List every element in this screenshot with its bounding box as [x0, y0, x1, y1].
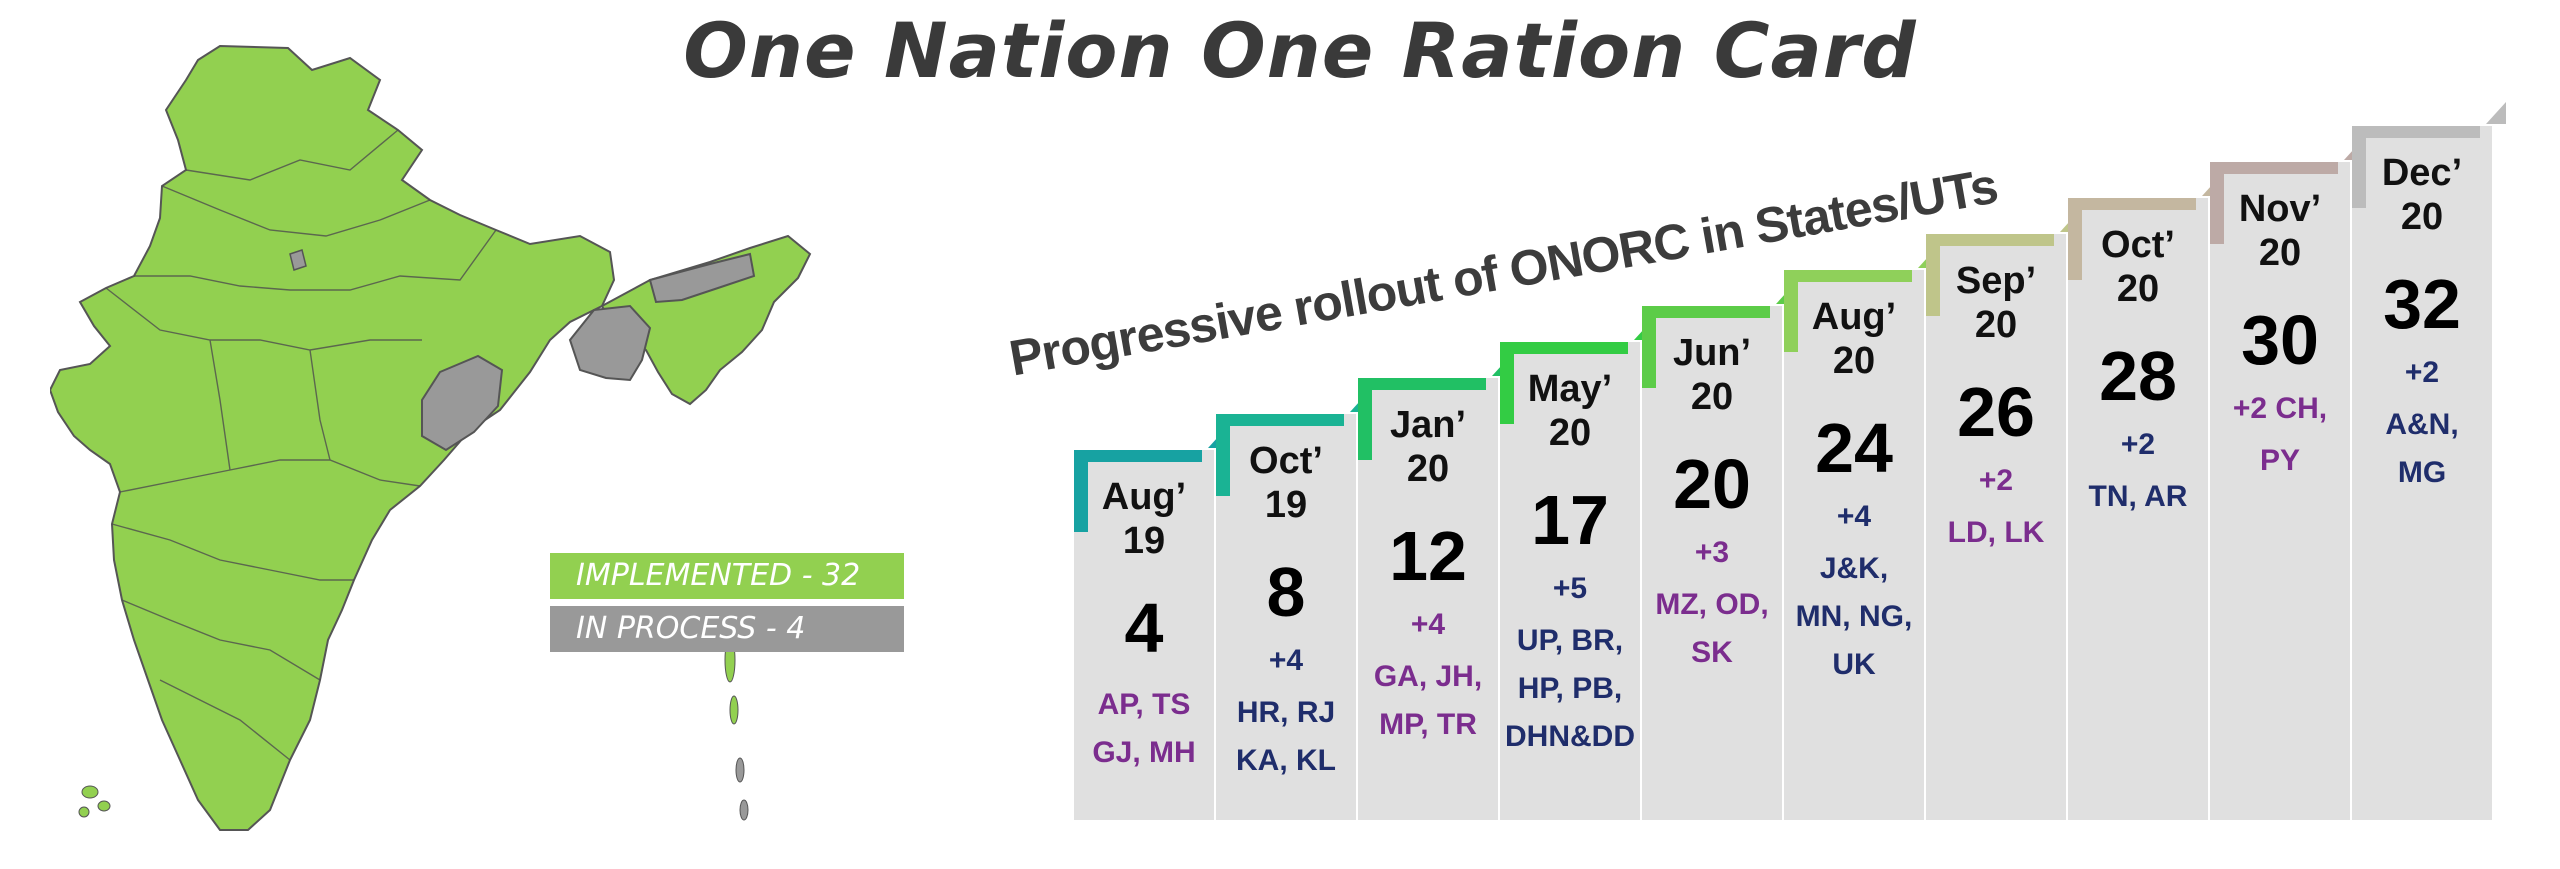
map-northeast	[600, 234, 812, 406]
timeline-column: Jun’ 20 20 +3 MZ, OD, SK	[1642, 282, 1796, 820]
column-added: +4	[1410, 608, 1446, 641]
column-year: 20	[1690, 376, 1734, 418]
column-month: Jan’	[1389, 404, 1467, 446]
column-states: J&K,	[1819, 552, 1889, 585]
column-states: HP, PB,	[1517, 672, 1623, 705]
map-region-in-process-north	[289, 249, 307, 271]
column-month: Jun’	[1672, 332, 1752, 374]
column-added: +2	[2120, 428, 2156, 461]
column-background	[1358, 378, 1498, 820]
column-month: Aug’	[1811, 296, 1897, 338]
timeline-column: Jan’ 20 12 +4 GA, JH, MP, TR	[1358, 354, 1512, 820]
map-mainland	[50, 44, 616, 831]
column-states: A&N,	[2385, 408, 2459, 441]
column-year: 20	[2400, 196, 2444, 238]
column-year: 20	[1406, 448, 1450, 490]
page-title: One Nation One Ration Card	[683, 6, 1917, 95]
map-region-in-process-central	[421, 354, 504, 452]
column-count: 26	[1957, 373, 2035, 451]
column-background	[1500, 342, 1640, 820]
map-region-in-process-northeast	[648, 252, 756, 304]
column-month: Aug’	[1101, 476, 1187, 518]
column-states: MZ, OD,	[1655, 588, 1769, 621]
legend-in-process: IN PROCESS - 4	[550, 606, 904, 652]
column-states: UK	[1832, 648, 1876, 681]
map-islands-lakshadweep	[78, 785, 111, 818]
column-added: +4	[1836, 500, 1872, 533]
column-month: May’	[1527, 368, 1613, 410]
column-background	[1642, 306, 1782, 820]
column-states: MP, TR	[1379, 708, 1477, 741]
column-states: SK	[1691, 636, 1733, 669]
column-states: AP, TS	[1097, 688, 1191, 721]
column-added: +2	[2404, 356, 2440, 389]
column-background	[2068, 198, 2208, 820]
column-states: MN, NG,	[1795, 600, 1913, 633]
column-background	[1926, 234, 2066, 820]
column-month: Sep’	[1955, 260, 2037, 302]
legend-implemented: IMPLEMENTED - 32	[550, 553, 904, 599]
column-states: HR, RJ	[1236, 696, 1336, 729]
column-year: 20	[2116, 268, 2160, 310]
map-region-in-process-east	[568, 304, 652, 382]
column-year: 20	[1548, 412, 1592, 454]
column-background	[1216, 414, 1356, 820]
column-count: 24	[1815, 409, 1893, 487]
timeline-column: Sep’ 20 26 +2 LD, LK	[1926, 210, 2080, 820]
column-year: 20	[1832, 340, 1876, 382]
column-states: GJ, MH	[1092, 736, 1196, 769]
timeline-column: Oct’ 20 28 +2 TN, AR	[2068, 174, 2222, 820]
column-states: TN, AR	[2088, 480, 2188, 513]
column-count: 32	[2383, 265, 2461, 343]
column-states: DHN&DD	[1505, 720, 1635, 753]
column-states: LD, LK	[1947, 516, 2045, 549]
india-map	[50, 44, 812, 831]
column-month: Oct’	[1249, 440, 1323, 482]
column-year: 20	[2258, 232, 2302, 274]
column-bracket	[2352, 102, 2506, 208]
timeline-column: May’ 20 17 +5 UP, BR, HP, PB, DHN&DD	[1500, 318, 1654, 820]
column-added: +5	[1552, 572, 1588, 605]
column-count: 28	[2099, 337, 2177, 415]
timeline-column: Oct’ 19 8 +4 HR, RJ KA, KL	[1216, 390, 1370, 820]
map-islands-andaman	[724, 637, 749, 821]
column-added: +3	[1694, 536, 1730, 569]
timeline-column: Aug’ 20 24 +4 J&K, MN, NG, UK	[1784, 246, 1938, 820]
column-states: MG	[2397, 456, 2447, 489]
column-added: +2 CH,	[2232, 392, 2328, 425]
column-background	[2210, 162, 2350, 820]
column-background	[1074, 450, 1214, 820]
column-states: KA, KL	[1236, 744, 1336, 777]
column-year: 19	[1122, 520, 1166, 562]
timeline-column: Nov’ 20 30 +2 CH, PY	[2210, 138, 2364, 820]
column-month: Nov’	[2238, 188, 2322, 230]
column-count: 4	[1124, 589, 1164, 667]
column-count: 8	[1266, 553, 1306, 631]
timeline-column: Dec’ 20 32 +2 A&N, MG	[2352, 102, 2506, 820]
column-states: GA, JH,	[1373, 660, 1483, 693]
column-background	[2352, 126, 2492, 820]
column-count: 17	[1531, 481, 1609, 559]
column-year: 19	[1264, 484, 1308, 526]
column-added: +2	[1978, 464, 2014, 497]
column-year: 20	[1974, 304, 2018, 346]
column-added: +4	[1268, 644, 1304, 677]
column-states: UP, BR,	[1516, 624, 1624, 657]
timeline-column: Aug’ 19 4 AP, TS GJ, MH	[1074, 426, 1228, 820]
column-background	[1784, 270, 1924, 820]
column-count: 12	[1389, 517, 1467, 595]
column-month: Dec’	[2381, 152, 2463, 194]
column-count: 20	[1673, 445, 1751, 523]
column-count: 30	[2241, 301, 2319, 379]
column-states: PY	[2259, 444, 2301, 477]
column-month: Oct’	[2101, 224, 2175, 266]
